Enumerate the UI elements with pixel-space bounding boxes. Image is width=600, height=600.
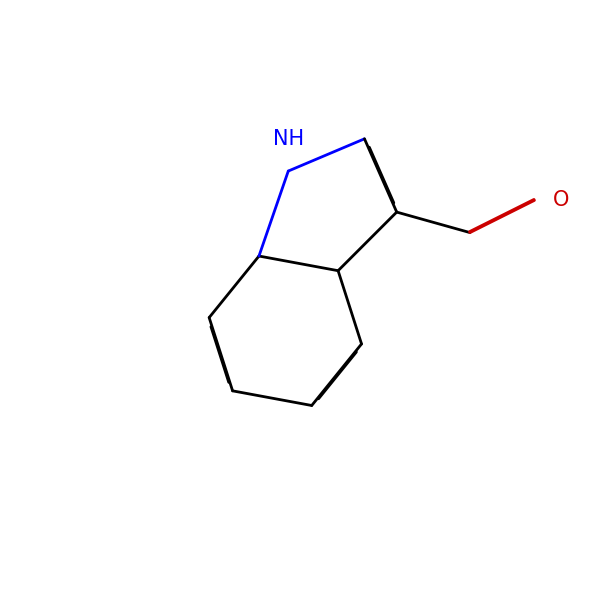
Text: O: O [553,190,569,211]
Text: NH: NH [273,129,304,149]
